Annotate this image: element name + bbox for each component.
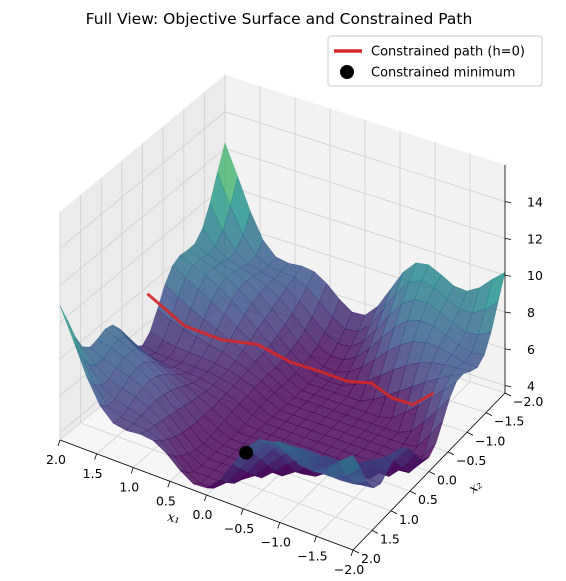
z-tick-label: 10 (527, 268, 543, 283)
legend-entry-path: Constrained path (h=0) (371, 45, 525, 60)
y-tick-label: 0.5 (418, 492, 438, 507)
y-tick-mark (504, 392, 512, 397)
x-tick-mark (167, 481, 171, 488)
x-tick-mark (240, 508, 244, 515)
x-tick-label: 0.5 (156, 493, 176, 508)
y-tick-mark (409, 490, 417, 495)
y-tick-mark (485, 412, 493, 416)
x-tick-label: −1.5 (297, 548, 327, 563)
y-tick-mark (466, 431, 474, 436)
legend-entry-minimum: Constrained minimum (371, 66, 515, 81)
z-gridline (59, 111, 506, 249)
x-tick-label: 1.5 (83, 466, 103, 481)
z-tick-mark (504, 311, 512, 314)
constrained-minimum-point (239, 445, 254, 460)
x-tick-mark (94, 453, 98, 460)
y-tick-label: −0.5 (456, 453, 486, 468)
y-tick-mark (390, 510, 398, 515)
x-tick-mark (350, 549, 354, 557)
axis-ticks: 2.01.51.00.50.0−0.5−1.0−1.5−2.0−2.0−1.5−… (46, 195, 543, 577)
legend: Constrained path (h=0) Constrained minim… (327, 35, 543, 87)
y-tick-label: −1.0 (475, 433, 505, 448)
x-tick-label: −1.0 (261, 535, 291, 550)
y-tick-mark (447, 451, 455, 456)
y-tick-label: 1.5 (380, 531, 400, 546)
x-tick-label: −0.5 (224, 521, 254, 536)
x-tick-mark (130, 467, 134, 474)
z-tick-label: 8 (527, 305, 535, 320)
x-tick-label: 1.0 (119, 480, 139, 495)
x-tick-mark (57, 439, 61, 447)
x-tick-mark (277, 522, 281, 529)
chart-title: Full View: Objective Surface and Constra… (86, 10, 473, 28)
z-tick-label: 6 (527, 342, 535, 357)
z-tick-label: 4 (527, 379, 535, 394)
objective-surface (59, 142, 506, 489)
y-tick-label: −2.0 (513, 394, 543, 409)
x-tick-label: 2.0 (46, 452, 66, 467)
x-tick-label: 0.0 (193, 507, 213, 522)
constrained-path-line (146, 292, 435, 407)
x-tick-label: −2.0 (334, 562, 364, 577)
constrained-path-layer (146, 292, 435, 460)
z-tick-mark (504, 238, 512, 240)
z-tick-mark (504, 385, 512, 388)
legend-box (327, 35, 543, 87)
y-tick-mark (352, 549, 360, 554)
y-tick-mark (428, 471, 436, 475)
z-tick-label: 12 (527, 231, 543, 246)
z-tick-mark (504, 274, 512, 277)
x-axis-label: x₁ (166, 510, 181, 527)
y-axis-label: x₂ (466, 477, 485, 497)
legend-point-swatch (340, 65, 354, 79)
y-tick-label: 0.0 (437, 473, 457, 488)
surface-facet (339, 454, 361, 476)
y-tick-mark (371, 530, 379, 534)
y-tick-label: −1.5 (494, 414, 524, 429)
z-tick-mark (504, 348, 512, 351)
x-tick-mark (313, 536, 317, 543)
z-tick-mark (504, 201, 512, 204)
x-tick-mark (204, 494, 207, 502)
y-tick-label: 1.0 (399, 512, 419, 527)
z-tick-label: 14 (527, 195, 543, 210)
y-tick-label: 2.0 (361, 551, 381, 566)
